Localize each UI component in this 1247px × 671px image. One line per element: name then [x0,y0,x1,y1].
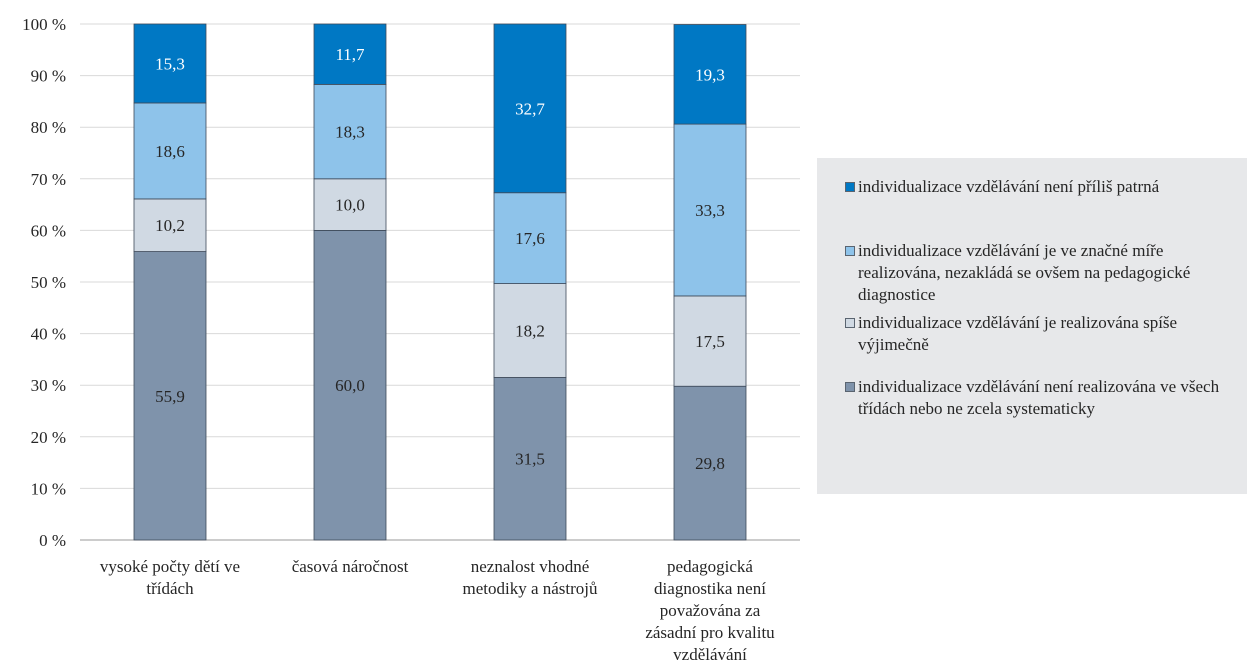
stacked-bar-chart: 0 % 10 % 20 % 30 % 40 % 50 % 60 % 70 % 80 % 90 % 1… [22,15,800,664]
legend-item: individualizace vzdělávání není příliš p… [845,176,1247,198]
data-label: 17,6 [515,229,545,248]
data-label: 29,8 [695,454,725,473]
y-tick-label: 90 % [31,67,66,86]
bar-segment [673,24,747,125]
x-category-label: diagnostika není [654,579,766,598]
bar-segment [493,283,567,378]
data-label: 17,5 [695,332,725,351]
legend-swatch [845,246,855,256]
y-tick-label: 20 % [31,428,66,447]
x-category-label: neznalost vhodné [471,557,590,576]
bar-segment [133,198,207,252]
y-tick-label: 80 % [31,118,66,137]
legend-label: individualizace vzdělávání je realizován… [858,313,1178,354]
chart-legend: individualizace vzdělávání není příliš p… [817,158,1247,494]
x-category-label: časová náročnost [292,557,409,576]
bar-segment [313,83,387,180]
y-tick-label: 70 % [31,170,66,189]
x-category-label: považována za [660,601,761,620]
legend-item: individualizace vzdělávání je realizován… [845,312,1247,356]
data-label: 55,9 [155,387,185,406]
data-label: 10,2 [155,216,185,235]
data-label: 18,3 [335,123,365,142]
x-category-label: zásadní pro kvalitu [645,623,775,642]
bar-segment [133,251,207,541]
bar-segment [493,23,567,194]
data-label: 19,3 [695,65,725,84]
x-category-label: vysoké počty dětí ve [100,557,240,576]
y-tick-label: 30 % [31,376,66,395]
y-tick-label: 60 % [31,221,66,240]
data-label: 60,0 [335,376,365,395]
data-label: 31,5 [515,450,545,469]
x-category-label: metodiky a nástrojů [462,579,598,598]
bar-segment [673,385,747,541]
bar-segment [493,377,567,541]
bar-segment [673,123,747,297]
x-category-label: třídách [146,579,194,598]
data-label: 32,7 [515,99,545,118]
data-label: 11,7 [335,45,365,64]
bar-segment [313,229,387,541]
legend-label: individualizace vzdělávání není realizov… [858,377,1220,418]
y-tick-label: 100 % [22,15,66,34]
data-label: 15,3 [155,54,185,73]
x-category-label: vzdělávání [673,645,747,664]
y-tick-label: 40 % [31,325,66,344]
bar-segment [133,23,207,104]
y-tick-label: 50 % [31,273,66,292]
bar-segment [133,102,207,200]
data-label: 10,0 [335,196,365,215]
legend-swatch [845,182,855,192]
legend-label: individualizace vzdělávání není příliš p… [858,177,1160,196]
bar-segment [493,192,567,284]
data-label: 18,2 [515,322,545,341]
x-category-label: pedagogická [667,557,753,576]
data-label: 18,6 [155,142,185,161]
legend-label: individualizace vzdělávání je ve značné … [858,241,1191,304]
legend-item: individualizace vzdělávání není realizov… [845,376,1247,420]
data-label: 33,3 [695,201,725,220]
y-tick-label: 0 % [39,531,66,550]
legend-swatch [845,382,855,392]
bar-segment [313,23,387,85]
y-tick-label: 10 % [31,479,66,498]
legend-swatch [845,318,855,328]
legend-item: individualizace vzdělávání je ve značné … [845,240,1247,306]
